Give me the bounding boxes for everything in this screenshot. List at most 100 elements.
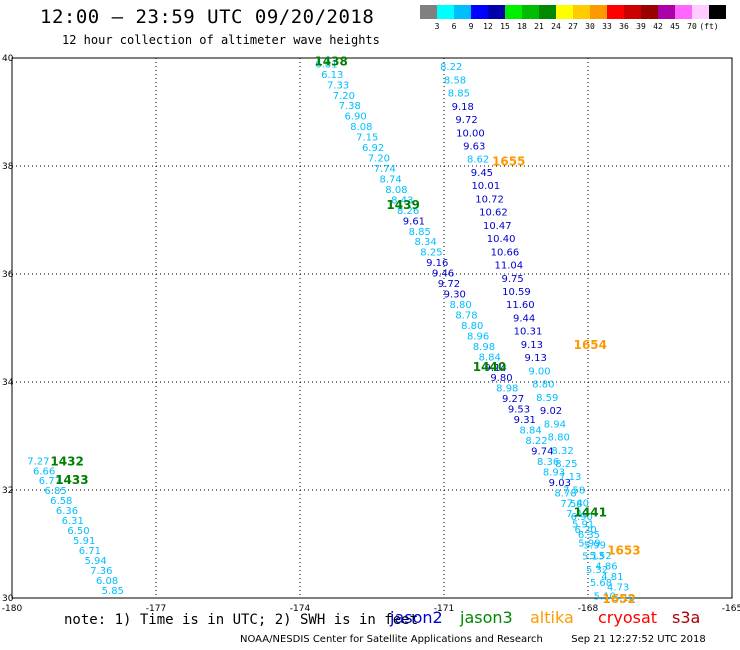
colorbar-swatch	[573, 5, 590, 19]
colorbar-swatch	[675, 5, 692, 19]
wave-height-value: 4.73	[607, 582, 629, 593]
map-frame	[11, 57, 733, 599]
wave-height-value: 8.26	[397, 206, 419, 217]
wave-height-value: 8.25	[420, 248, 442, 259]
wave-height-value: 7.27	[27, 456, 49, 467]
wave-height-value: 6.71	[79, 546, 101, 557]
colorbar-label: 15	[500, 22, 510, 31]
wave-height-value: 9.30	[444, 290, 466, 301]
legend-jason3: jason3	[460, 608, 513, 627]
wave-height-value: 8.22	[525, 436, 547, 447]
lat-tick-label: 34	[2, 378, 14, 388]
wave-height-value: 8.32	[551, 446, 573, 457]
wave-height-value: 6.66	[33, 466, 55, 477]
colorbar-label: 42	[653, 22, 663, 31]
wave-height-value: 8.59	[536, 393, 558, 404]
wave-height-value: 6.58	[50, 496, 72, 507]
wave-height-value: 9.00	[528, 366, 550, 377]
wave-height-value: 7.40	[567, 499, 589, 510]
wave-height-value: 8.94	[544, 419, 566, 430]
wave-height-value: 6.35	[578, 530, 600, 541]
wave-height-value: 6.90	[571, 512, 593, 523]
wave-height-value: 7.20	[368, 154, 390, 165]
colorbar-label: 45	[670, 22, 680, 31]
wave-height-value: 8.62	[467, 155, 489, 166]
timestamp-text: Sep 21 12:27:52 UTC 2018	[571, 634, 706, 645]
wave-height-value: 9.13	[525, 353, 547, 364]
wave-height-value: 6.81	[315, 59, 337, 70]
wave-height-value: 5.68	[590, 578, 612, 589]
wave-height-value: 4.86	[595, 562, 617, 573]
wave-height-value: 7.58	[560, 499, 582, 510]
wave-height-value: 5.91	[73, 536, 95, 547]
pass-time-label: 1432	[50, 454, 83, 468]
wave-height-value: 7.58	[563, 485, 585, 496]
wave-height-value: 10.59	[502, 287, 531, 298]
wave-height-value: 8.08	[385, 185, 407, 196]
colorbar-label: 27	[568, 22, 578, 31]
wave-height-value: 6.77	[39, 476, 61, 487]
wave-height-value: 9.31	[514, 415, 536, 426]
wave-height-value: 11.60	[506, 300, 535, 311]
wave-height-value: 7.74	[374, 164, 396, 175]
wave-height-value: 8.80	[449, 300, 471, 311]
wave-height-value: 9.13	[521, 340, 543, 351]
pass-time-label: 1440	[473, 360, 506, 374]
wave-height-value: 7.15	[356, 133, 378, 144]
wave-height-value: 6.13	[321, 70, 343, 81]
wave-height-value: 5.99	[578, 538, 600, 549]
wave-height-value: 7.13	[559, 472, 581, 483]
wave-height-value: 8.98	[473, 342, 495, 353]
wave-height-value: 6.90	[344, 112, 366, 123]
credit-text: NOAA/NESDIS Center for Satellite Applica…	[240, 634, 543, 645]
colorbar-label: 70	[687, 22, 697, 31]
wave-height-value: 10.66	[491, 247, 520, 258]
wave-height-value: 9.14	[484, 363, 506, 374]
colorbar-label: 39	[636, 22, 646, 31]
wave-height-value: 8.36	[537, 457, 559, 468]
colorbar-label: (ft)	[699, 22, 719, 31]
wave-height-value: 10.31	[514, 327, 543, 338]
wave-height-value: 8.96	[467, 331, 489, 342]
wave-height-value: 9.72	[455, 115, 477, 126]
colorbar-swatch	[607, 5, 624, 19]
wave-height-value: 8.43	[391, 195, 413, 206]
wave-height-value: 11.04	[494, 261, 523, 272]
footer-note: note: 1) Time is in UTC; 2) SWH is in fe…	[64, 612, 419, 628]
pass-time-label: 1654	[574, 338, 607, 352]
wave-height-value: 8.84	[479, 352, 501, 363]
colorbar-swatch	[522, 5, 539, 19]
pass-time-label: 1438	[314, 55, 347, 69]
wave-height-value: 5.94	[84, 556, 106, 567]
colorbar-swatch	[471, 5, 488, 19]
pass-time-label: 1439	[386, 198, 419, 212]
page-subtitle: 12 hour collection of altimeter wave hei…	[62, 33, 380, 47]
wave-height-value: 6.08	[96, 576, 118, 587]
pass-time-label: 1441	[574, 506, 607, 520]
wave-height-value: 9.03	[549, 478, 571, 489]
colorbar-label: 9	[468, 22, 474, 31]
colorbar-label: 21	[534, 22, 544, 31]
colorbar-swatch	[641, 5, 658, 19]
wave-height-value: 10.00	[456, 128, 485, 139]
colorbar-swatch	[590, 5, 607, 19]
wave-height-value: 5.10	[594, 591, 616, 602]
wave-height-value: 9.44	[513, 313, 535, 324]
colorbar-label: 33	[602, 22, 612, 31]
wave-height-value: 9.61	[403, 216, 425, 227]
wave-height-value: 8.85	[448, 89, 470, 100]
wave-height-value: 7.20	[333, 91, 355, 102]
legend-altika: altika	[530, 608, 574, 627]
lon-tick-label: -180	[2, 604, 23, 614]
wave-height-value: 9.18	[452, 102, 474, 113]
wave-height-value: 8.22	[440, 62, 462, 73]
wave-height-value: 10.40	[487, 234, 516, 245]
wave-height-value: 8.80	[548, 433, 570, 444]
legend-s3a: s3a	[672, 608, 701, 627]
colorbar-swatch	[658, 5, 675, 19]
wave-height-value: 6.31	[62, 516, 84, 527]
wave-height-value: 8.34	[414, 237, 436, 248]
colorbar-swatch	[420, 5, 437, 19]
colorbar-label: 6	[451, 22, 457, 31]
